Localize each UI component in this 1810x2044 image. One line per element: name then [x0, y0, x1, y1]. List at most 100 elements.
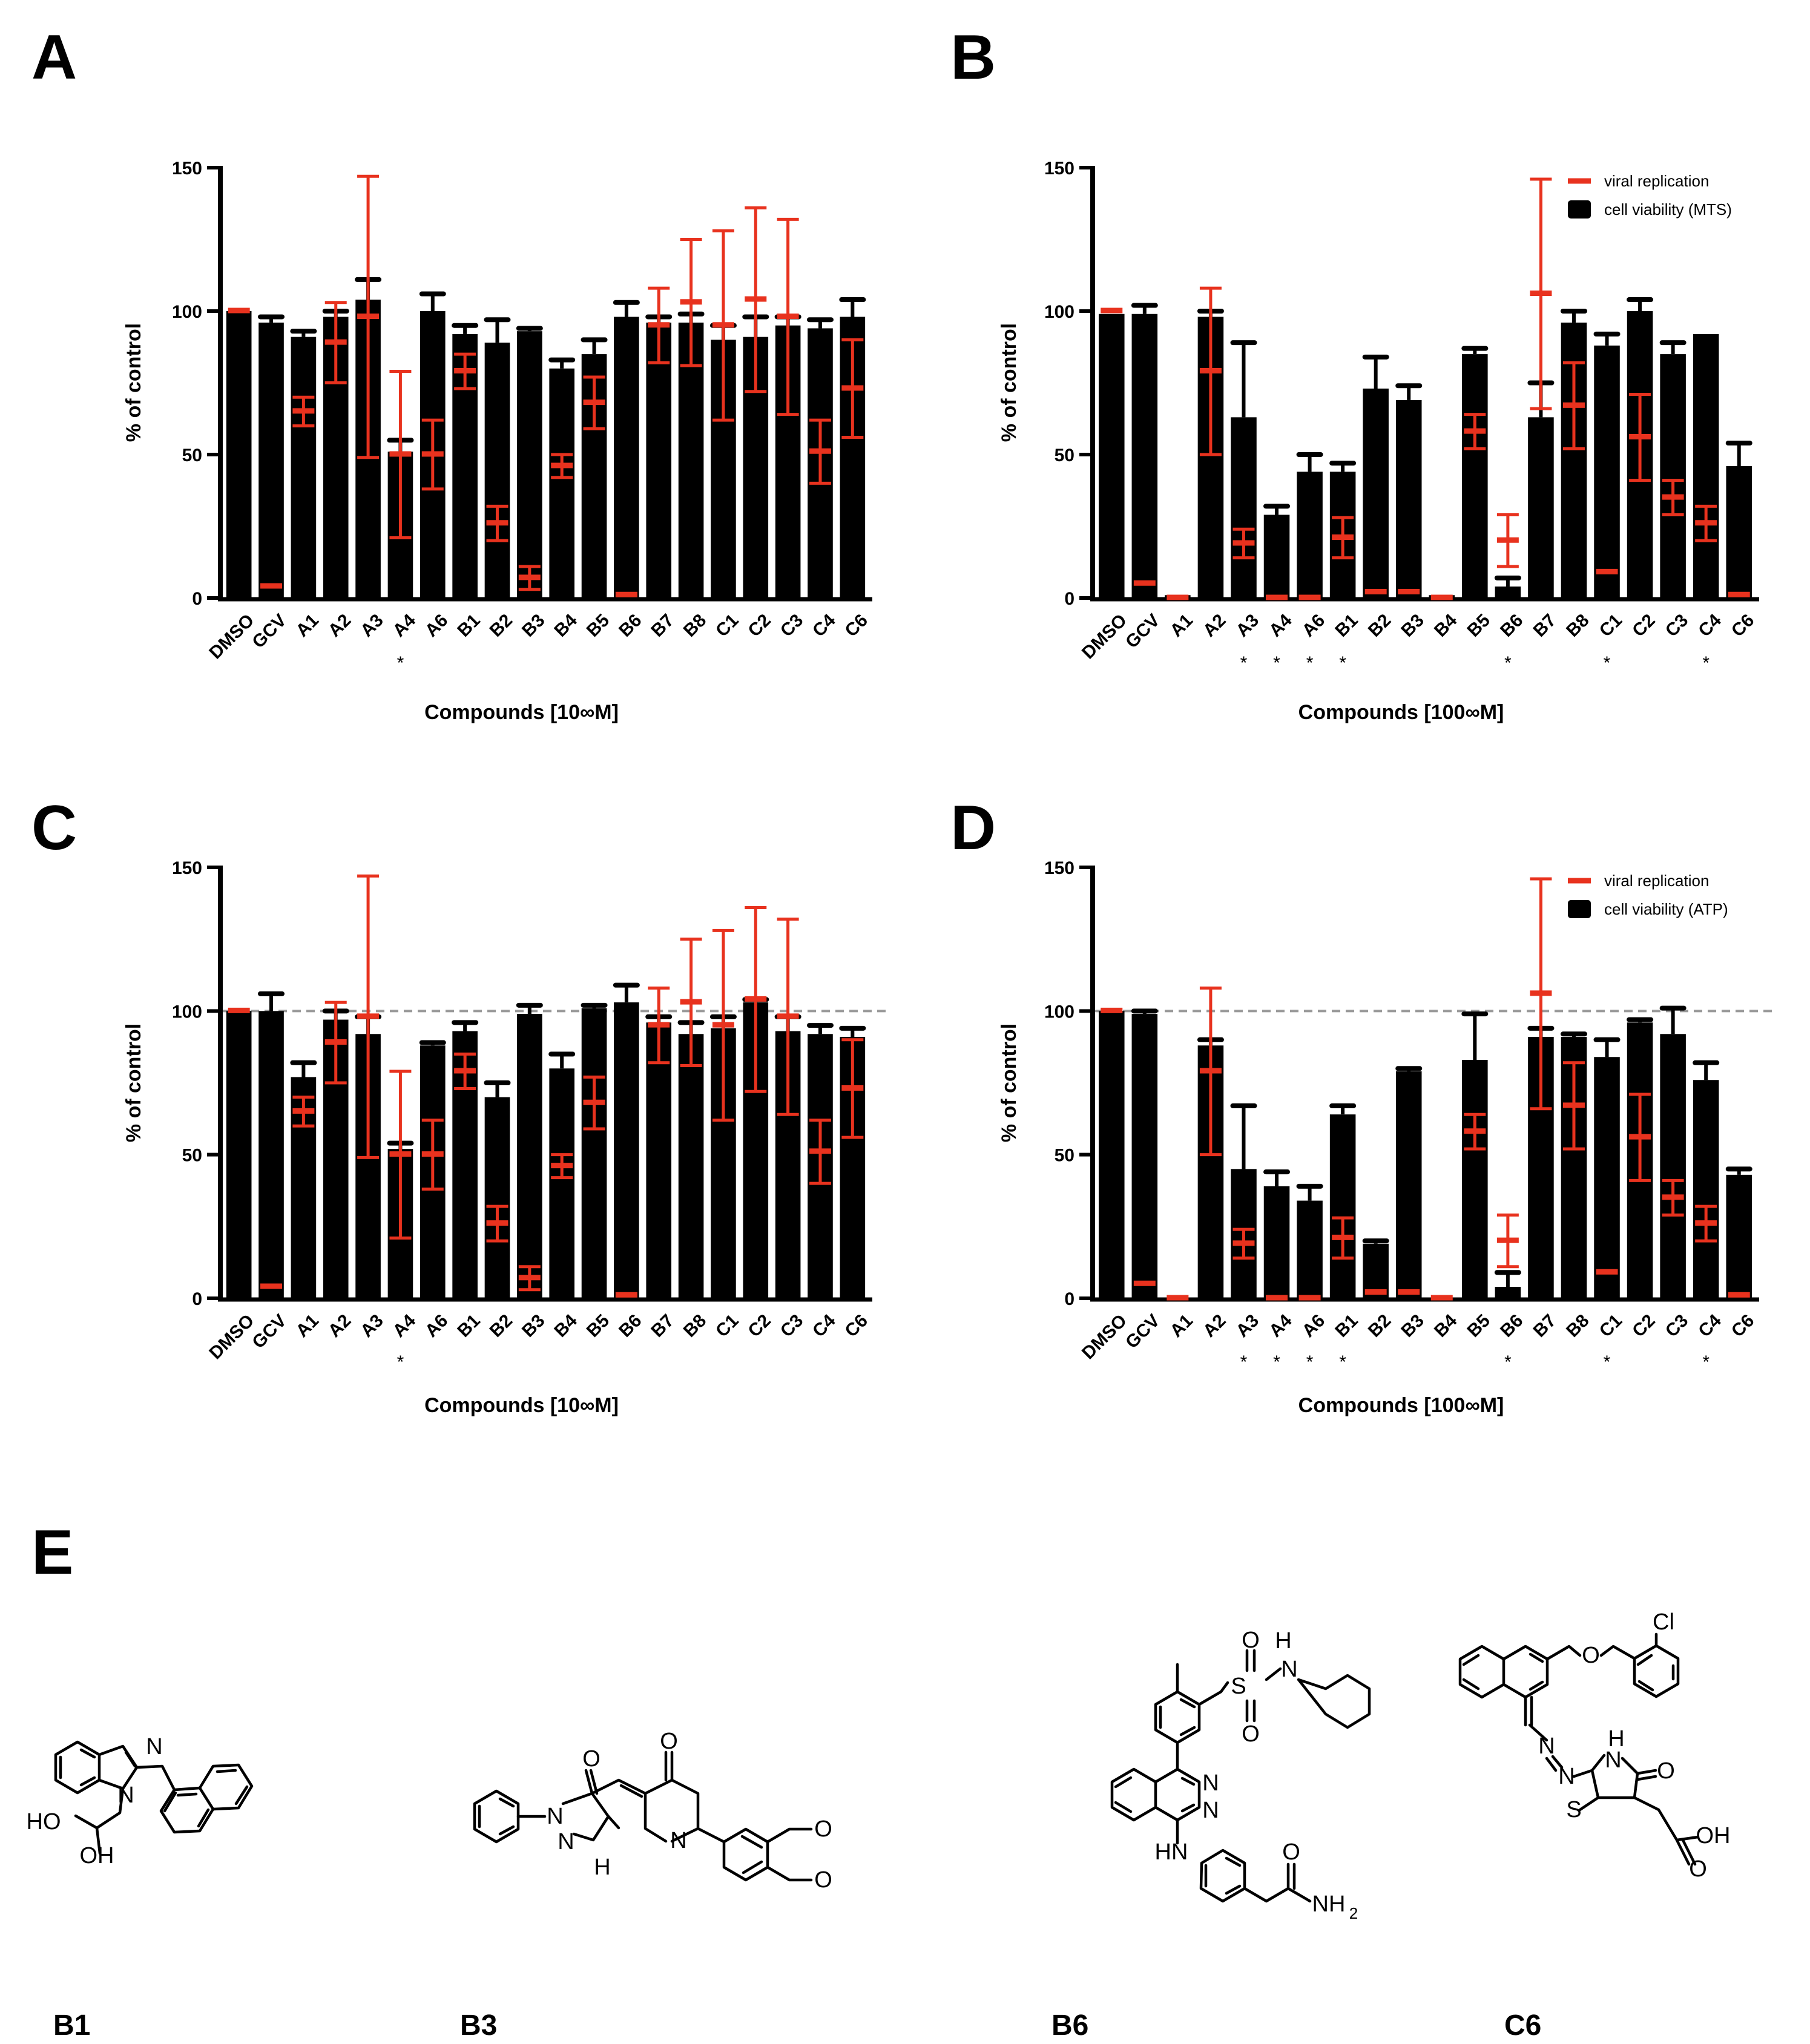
viability-bar — [1297, 1200, 1323, 1298]
x-tick-label: C2 — [744, 610, 774, 640]
atom-label: O — [1657, 1758, 1675, 1784]
structures-atoms: N N HO OH O O N N H N O O S O O N H N N … — [27, 1609, 1731, 1922]
x-tick-label: B7 — [1530, 610, 1560, 640]
panel-label-d: D — [950, 793, 996, 863]
x-tick-label: A3 — [1232, 1310, 1263, 1341]
panel-label-a: A — [31, 22, 77, 93]
x-tick-label: B4 — [1430, 610, 1461, 641]
structure-b1-drawing — [54, 1740, 254, 1855]
atom-label: O — [1582, 1643, 1600, 1668]
x-axis-label: Compounds [10∞M] — [424, 1394, 619, 1417]
significance-star: * — [1702, 653, 1710, 673]
significance-star: * — [1504, 1352, 1512, 1372]
viability-bar — [1395, 1071, 1422, 1298]
x-tick-label: B1 — [453, 610, 484, 640]
significance-star: * — [1339, 1352, 1346, 1372]
x-tick-label: A2 — [324, 1310, 355, 1341]
x-tick-label: A1 — [1167, 610, 1197, 640]
x-tick-label: A1 — [292, 610, 323, 640]
viability-bar — [1462, 354, 1488, 598]
x-tick-label: B2 — [1364, 610, 1395, 640]
structure-c6-drawing — [1458, 1632, 1700, 1866]
viability-bar — [1594, 345, 1620, 598]
x-tick-label: B3 — [518, 1310, 548, 1341]
viability-bar — [1462, 1060, 1488, 1298]
x-tick-label: A4 — [1265, 1310, 1296, 1341]
atom-label: S — [1231, 1674, 1246, 1699]
atom-label: O — [1282, 1839, 1300, 1865]
x-tick-label: C2 — [1628, 1310, 1659, 1341]
x-tick-label: A2 — [324, 610, 355, 640]
structure-label-b1: B1 — [53, 2009, 90, 2042]
x-axis-label: Compounds [10∞M] — [424, 701, 619, 724]
x-axis-label: Compounds [100∞M] — [1298, 701, 1504, 724]
viability-bar — [614, 1002, 639, 1298]
viability-bar — [549, 368, 574, 598]
x-tick-label: B8 — [1562, 1310, 1593, 1341]
structures-bonds — [54, 1632, 1700, 1903]
y-tick-label: 50 — [182, 445, 202, 465]
x-axis-label: Compounds [100∞M] — [1298, 1394, 1504, 1417]
x-tick-label: C6 — [841, 610, 872, 640]
y-axis-label: % of control — [122, 1024, 145, 1142]
viability-bar — [1528, 417, 1554, 598]
viability-bar — [646, 1022, 672, 1298]
significance-star: * — [1306, 653, 1314, 673]
x-tick-label: C2 — [744, 1310, 774, 1341]
viability-bar — [517, 1014, 542, 1298]
legend-viability-label: cell viability (ATP) — [1604, 900, 1728, 918]
x-tick-label: A1 — [1167, 1310, 1197, 1341]
y-tick-label: 100 — [172, 1002, 202, 1022]
x-tick-label: B1 — [1331, 1310, 1361, 1341]
atom-label: N — [146, 1734, 162, 1760]
significance-star: * — [1240, 1352, 1248, 1372]
atom-label: N — [1202, 1770, 1219, 1796]
x-tick-label: A2 — [1199, 610, 1229, 640]
x-tick-label: A3 — [357, 1310, 387, 1341]
viability-bar — [1329, 1114, 1356, 1298]
x-tick-label: B1 — [453, 1310, 484, 1341]
significance-star: * — [1273, 1352, 1280, 1372]
x-tick-label: C2 — [1628, 610, 1659, 640]
x-tick-label: B6 — [1496, 1310, 1527, 1341]
viability-bar — [1099, 1011, 1125, 1298]
viability-bar — [226, 311, 252, 598]
x-tick-label: C4 — [1694, 610, 1725, 641]
viability-bar — [646, 322, 672, 598]
x-tick-label: B8 — [680, 1310, 710, 1341]
x-tick-label: B4 — [550, 1310, 581, 1341]
viability-bar — [484, 1097, 510, 1298]
y-tick-label: 100 — [1044, 1002, 1074, 1022]
structure-label-b6: B6 — [1051, 2009, 1088, 2042]
viability-bar — [1726, 465, 1752, 598]
viability-bar — [1660, 354, 1686, 598]
x-tick-label: C4 — [809, 610, 840, 641]
x-tick-label: B6 — [615, 610, 645, 640]
viability-bar — [1099, 314, 1125, 598]
viability-bar — [1693, 1080, 1719, 1298]
x-tick-label: C4 — [809, 1310, 840, 1341]
viability-bar — [581, 1008, 607, 1298]
viability-bar — [291, 337, 317, 598]
significance-star: * — [1604, 1352, 1611, 1372]
viability-bar — [1693, 334, 1719, 598]
viability-bar — [1363, 388, 1389, 598]
panel-label-e: E — [31, 1517, 73, 1588]
atom-label: H — [594, 1855, 610, 1880]
atom-label: HN — [1155, 1839, 1188, 1865]
atom-label: NH — [1312, 1891, 1346, 1917]
x-tick-label: A4 — [389, 1310, 420, 1341]
atom-label: N — [1538, 1733, 1555, 1759]
significance-star: * — [1306, 1352, 1314, 1372]
viability-bar — [678, 322, 704, 598]
viability-bar — [1363, 1243, 1389, 1298]
atom-label: O — [582, 1746, 601, 1772]
viability-bar — [1297, 472, 1323, 598]
structure-label-c6: C6 — [1504, 2009, 1541, 2042]
legend-viral-label: viral replication — [1604, 872, 1709, 890]
x-tick-label: GCV — [1122, 1310, 1163, 1352]
atom-label: N — [1281, 1657, 1297, 1682]
x-tick-label: A1 — [292, 1310, 323, 1341]
